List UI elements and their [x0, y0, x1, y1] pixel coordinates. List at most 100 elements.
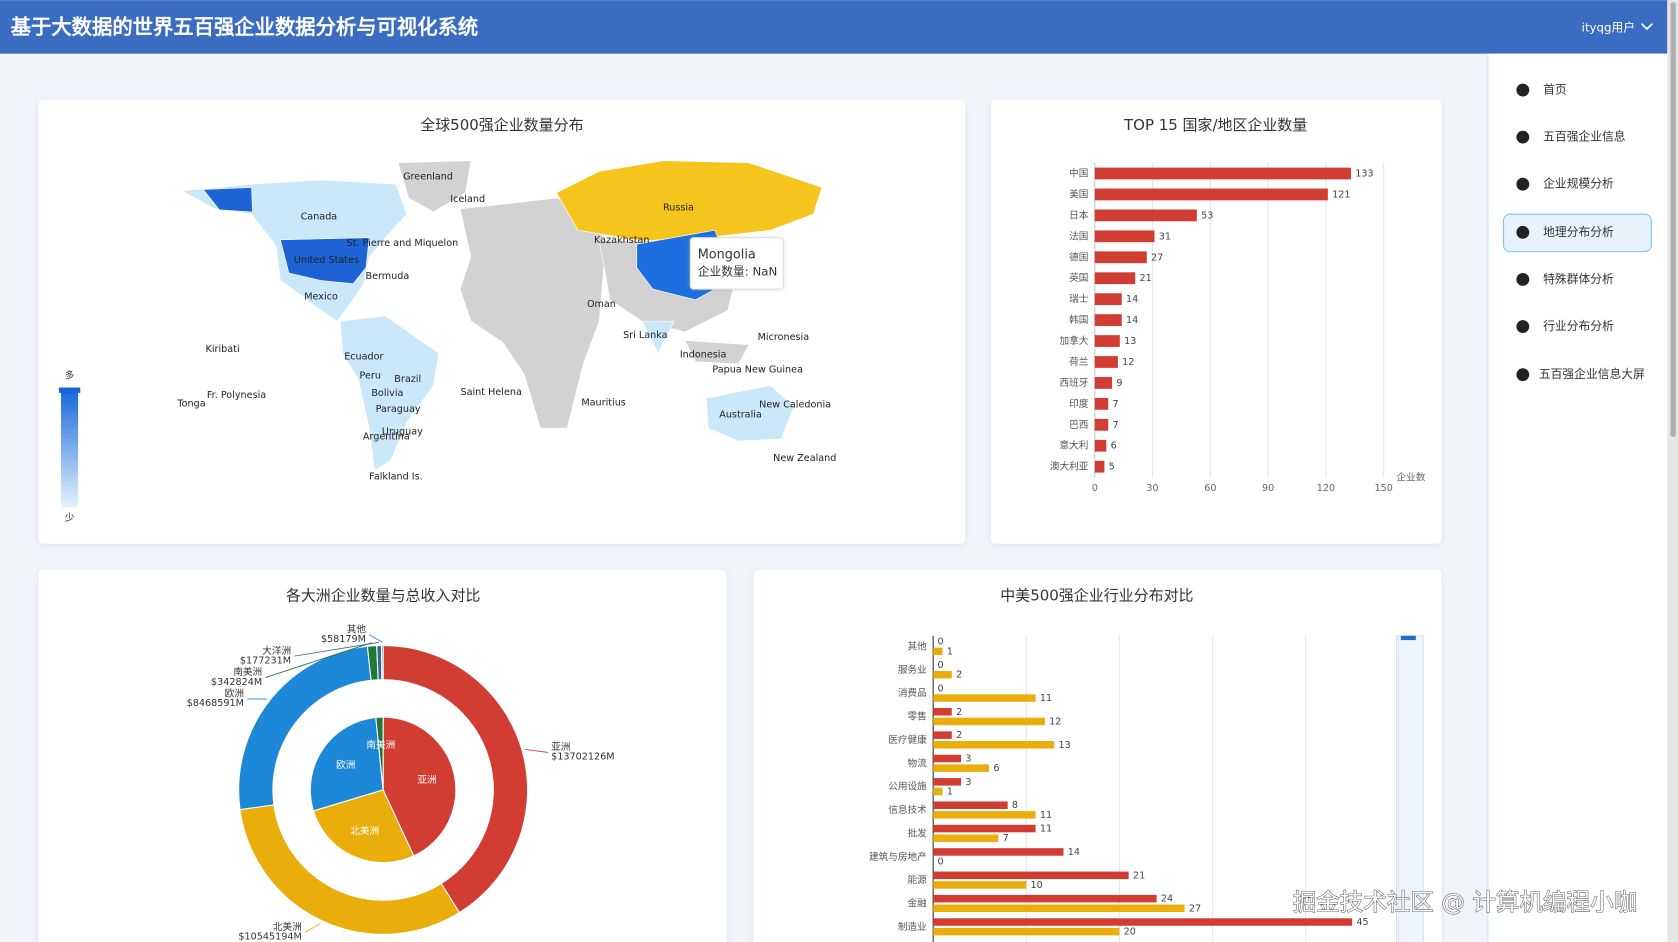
- bar: [1094, 397, 1109, 410]
- map-label: Kiribati: [206, 344, 240, 355]
- map-label: Uruguay: [382, 426, 423, 437]
- greenland: [397, 160, 472, 213]
- data-label: 2: [956, 670, 962, 681]
- bar: [933, 787, 943, 796]
- y-tick-label: 公用设施: [888, 781, 927, 793]
- data-label: 0: [937, 637, 943, 648]
- data-label: 11: [1040, 693, 1052, 704]
- data-zoom[interactable]: [1396, 635, 1424, 942]
- data-label: 14: [1126, 315, 1138, 326]
- y-tick-label: 消费品: [898, 687, 927, 699]
- y-tick-label: 印度: [1069, 398, 1089, 410]
- map-label: Fr. Polynesia: [207, 390, 266, 401]
- menu-item[interactable]: 特殊群体分析: [1543, 272, 1614, 286]
- bar: [933, 717, 1045, 726]
- visual-map-handle[interactable]: [58, 387, 81, 393]
- bar: [933, 904, 1185, 913]
- data-label: 9: [1116, 378, 1122, 389]
- user-chevron[interactable]: [1641, 23, 1653, 31]
- x-tick-label: 150: [1375, 483, 1393, 494]
- slice-label: 南美洲: [233, 666, 262, 678]
- y-tick-label: 荷兰: [1069, 356, 1089, 368]
- map-label: New Zealand: [773, 453, 836, 464]
- india: [641, 320, 675, 355]
- menu-item[interactable]: 首页: [1543, 83, 1567, 97]
- y-tick-label: 美国: [1069, 188, 1088, 200]
- data-label: 2: [956, 707, 962, 718]
- data-label: 14: [1126, 294, 1138, 305]
- pie-slice: [382, 716, 457, 857]
- x-tick-label: 120: [1317, 483, 1335, 494]
- leader-line: [294, 641, 380, 657]
- y-tick-label: 服务业: [898, 664, 927, 676]
- pie-slice: [312, 789, 415, 864]
- data-label: 27: [1151, 252, 1163, 263]
- scrollbar[interactable]: [1667, 0, 1678, 942]
- data-label: 133: [1355, 168, 1373, 179]
- world-map: [180, 160, 823, 472]
- map-label: United States: [294, 255, 359, 266]
- y-tick-label: 西班牙: [1059, 377, 1088, 389]
- app-title: 基于大数据的世界五百强企业数据分析与可视化系统: [11, 15, 479, 39]
- data-label: 6: [1111, 441, 1117, 452]
- slice-label: 大洋洲: [262, 645, 291, 657]
- data-label: 12: [1122, 357, 1134, 368]
- map-label: Papua New Guinea: [712, 364, 803, 375]
- user-menu[interactable]: ityqg用户: [1582, 20, 1635, 34]
- data-label: 20: [1124, 927, 1136, 938]
- tooltip-box: [689, 237, 784, 290]
- data-label: 3: [965, 753, 971, 764]
- data-label: 11: [1040, 810, 1052, 821]
- menu-icon: [1516, 83, 1530, 97]
- menu-icon: [1516, 368, 1530, 382]
- chart-title: 中美500强企业行业分布对比: [1000, 587, 1193, 605]
- bar: [933, 834, 999, 842]
- bar: [933, 764, 990, 772]
- data-label: 14: [1068, 847, 1080, 858]
- slice-value: $8468591M: [187, 698, 244, 709]
- y-tick-label: 建筑与房地产: [869, 851, 927, 863]
- data-label: 0: [937, 857, 943, 868]
- leader-line: [525, 748, 548, 753]
- data-label: 1: [947, 646, 953, 657]
- slice-value: $342824M: [211, 677, 262, 688]
- data-label: 2: [956, 730, 962, 741]
- map-labels: Greenland Canada United States Russia Kazakh…: [176, 172, 836, 483]
- south-america: [339, 315, 440, 472]
- map-label: Sri Lanka: [623, 330, 668, 341]
- bar: [1094, 335, 1120, 347]
- menu-item[interactable]: 五百强企业信息大屏: [1539, 367, 1645, 381]
- pie-slice: [382, 644, 529, 914]
- map-label: Mauritius: [581, 398, 626, 409]
- menu-item[interactable]: 五百强企业信息: [1543, 130, 1626, 144]
- bar: [1094, 356, 1118, 368]
- bar: [933, 811, 1036, 819]
- chart-title: TOP 15 国家/地区企业数量: [1123, 116, 1307, 134]
- alaska: [202, 187, 253, 213]
- bar: [933, 871, 1129, 880]
- data-label: 7: [1003, 833, 1009, 844]
- map-label: Tonga: [176, 399, 205, 410]
- x-tick-label: 90: [1262, 483, 1274, 494]
- data-label: 7: [1113, 399, 1119, 410]
- data-zoom-handle[interactable]: [1400, 635, 1416, 641]
- map-label: Falkland Is.: [369, 471, 423, 482]
- bar: [1094, 293, 1122, 306]
- menu-item[interactable]: 行业分布分析: [1543, 319, 1614, 333]
- scroll-thumb[interactable]: [1670, 2, 1676, 437]
- slice-label: 北美洲: [273, 921, 302, 933]
- card: [990, 99, 1442, 544]
- leader-line: [304, 923, 321, 933]
- menu-icon: [1516, 320, 1530, 333]
- visual-map-bar[interactable]: [60, 387, 79, 508]
- data-label: 0: [937, 660, 943, 671]
- map-label: Oman: [587, 299, 616, 310]
- bar: [933, 731, 952, 739]
- menu-active-bg: [1503, 213, 1652, 253]
- map-label: Peru: [360, 371, 381, 382]
- slice-label: 欧洲: [225, 688, 244, 700]
- menu-item[interactable]: 地理分布分析: [1543, 225, 1614, 239]
- menu-item[interactable]: 企业规模分析: [1543, 177, 1614, 191]
- map-label: Paraguay: [376, 404, 421, 415]
